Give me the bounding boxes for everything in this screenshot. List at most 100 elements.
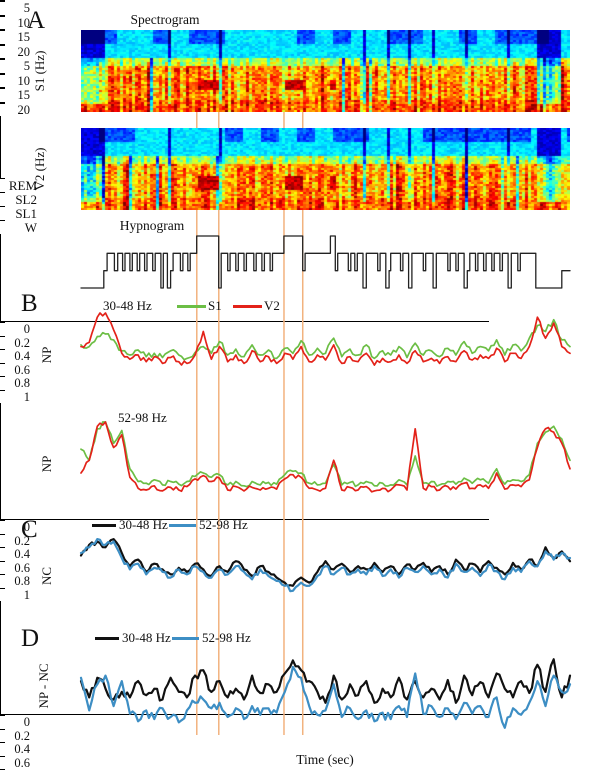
spec2-freq-tick-right [0,102,5,104]
nc-trace-30-48Hz [79,537,572,587]
np_high-trace-V2 [80,421,571,493]
np-high-band-label: 52-98 Hz [118,410,167,425]
v2-axis-label: V2 (Hz) [32,147,47,191]
nc-ytick [0,755,5,757]
np-low-axis-label: NP [39,346,54,364]
spec1-freq-tick [0,0,5,1]
spec1-freq-tick-label: 10 [17,15,31,30]
np_low-y-axis [0,234,1,321]
np_low-xtick [0,403,1,407]
np_low-ytick [0,376,5,377]
np_minus_nc-trace-30-48Hz [79,658,572,704]
spectrogram-title: Spectrogram [130,12,200,27]
nc-axis-label: NC [39,566,54,586]
np_high-x-axis [0,519,489,520]
np_high-ytick [0,520,5,521]
s1-axis-label: S1 (Hz) [32,50,47,92]
spec1-freq-tick-right [0,15,5,17]
v2-spectrogram-heatmap [81,128,570,210]
hypnogram-stage-label: SL1 [15,206,37,221]
np_low-ytick-label: 1 [23,389,30,404]
np_low-ytick-label: 0.6 [14,362,30,377]
np_high-ytick [0,547,5,548]
nc-trace-52-98Hz [79,537,572,593]
np_low-ytick [0,335,5,337]
hypnogram-stage-label: W [24,220,37,235]
np-high-axis-label: NP [39,455,54,473]
panel-label-a: A [27,7,46,34]
np_high-xtick [0,617,1,621]
nc-ytick [0,715,5,716]
np_low-x-axis [0,321,489,322]
legend-swatch-s1 [177,305,206,308]
np_low-ytick [0,349,5,350]
panel-label-d: D [21,625,40,652]
np_low-ytick-label: 0 [23,322,30,336]
legend-swatch-nc-high [169,524,196,527]
hypnogram-stage-tick [0,178,5,179]
np_high-ytick [0,533,5,535]
np_high-xtick [0,601,1,605]
np_low-xtick [0,427,1,431]
np_low-ytick [0,362,5,364]
spec1-freq-tick [0,14,5,16]
np_low-ytick-label: 0.8 [14,376,30,390]
np_high-ytick-label: 0.2 [14,533,30,548]
np_low-xtick [0,419,1,423]
np_high-xtick [0,609,1,613]
nc-ytick-label: 0.2 [14,728,30,743]
legend-label-diff-low: 30-48 Hz [122,630,171,645]
hypnogram-stage-label: REM [8,178,37,193]
np_high-xtick [0,621,1,625]
np_low-xtick [0,411,1,415]
np_high-trace-S1 [80,421,571,488]
np_low-xtick [0,423,1,427]
np_high-ytick [0,587,5,589]
np_low-trace-S1 [80,318,571,361]
spec1-freq-tick-label: 15 [17,30,31,44]
hypnogram-title: Hypnogram [119,218,185,233]
nc-ytick [0,728,5,730]
spec2-freq-tick-label: 20 [17,102,31,117]
nc-ytick-label: 0 [23,715,30,729]
panel-label-c: C [21,516,38,543]
nc-ytick [0,742,5,743]
nc-x-axis [0,714,489,715]
legend-label-diff-high: 52-98 Hz [202,630,251,645]
legend-label-v2: V2 [264,298,280,313]
np_minus_nc-trace-52-98Hz [79,665,572,729]
nc-ytick-label: 0.4 [14,742,30,756]
np_high-ytick [0,560,5,562]
np_high-ytick-label: 1 [23,587,30,602]
np_low-ytick [0,322,5,323]
np_high-ytick-label: 0.8 [14,574,30,588]
legend-swatch-diff-high [172,637,199,640]
np_high-ytick-label: 0 [23,520,30,534]
legend-label-nc-low: 30-48 Hz [119,517,168,532]
hypnogram-stage-tick [0,220,5,221]
spec2-freq-tick-label: 15 [17,88,31,102]
hypnogram-axis [0,116,1,178]
np_high-ytick-label: 0.4 [14,547,30,561]
np_high-xtick [0,613,1,617]
spec1-freq-tick-right [0,44,5,46]
np_high-y-axis [0,431,1,519]
spec2-freq-tick-label: 10 [17,73,31,88]
panel-label-b: B [21,290,38,317]
spec2-freq-tick-right [0,73,5,75]
hypnogram-stage-label: SL2 [15,192,37,207]
spec1-freq-tick-label: 5 [23,1,30,15]
legend-swatch-diff-low [95,637,119,640]
legend-swatch-v2 [233,305,262,308]
diff-axis-label: NP - NC [36,663,51,709]
spec2-freq-tick [0,58,5,59]
legend-swatch-nc-low [92,524,116,527]
np_high-ytick [0,574,5,575]
hypnogram-trace [80,235,571,289]
nc-ytick-label: 0.6 [14,755,30,770]
x-axis-title: Time (sec) [296,752,354,767]
spec1-freq-tick-right [0,1,5,2]
